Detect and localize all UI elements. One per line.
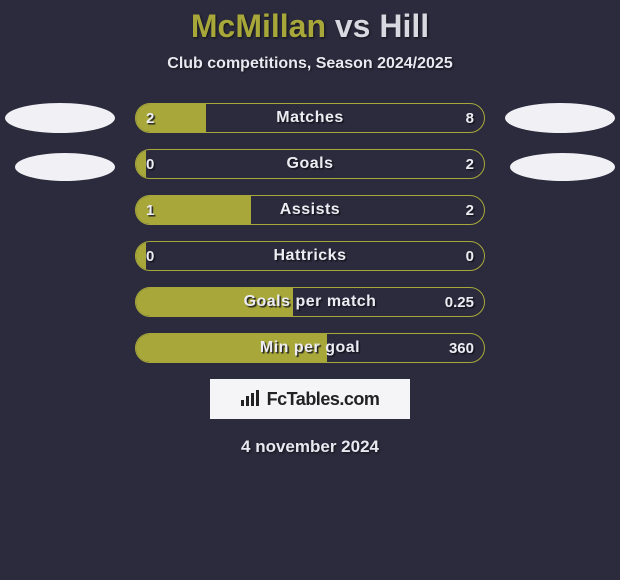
comparison-card: McMillan vs Hill Club competitions, Seas… xyxy=(0,0,620,457)
stats-area: 2 Matches 8 0 Goals 2 1 Assists 2 0 Hatt… xyxy=(0,103,620,457)
page-title: McMillan vs Hill xyxy=(0,8,620,45)
stat-label: Goals per match xyxy=(136,288,484,316)
stat-value-right: 360 xyxy=(449,334,474,362)
player-a-badge-2 xyxy=(15,153,115,181)
subtitle: Club competitions, Season 2024/2025 xyxy=(0,55,620,73)
stat-bar-min-per-goal: Min per goal 360 xyxy=(135,333,485,363)
stat-value-right: 2 xyxy=(466,196,474,224)
stat-bar-goals: 0 Goals 2 xyxy=(135,149,485,179)
player-b-badge-2 xyxy=(510,153,615,181)
title-player-b: Hill xyxy=(379,8,429,44)
stat-value-right: 2 xyxy=(466,150,474,178)
stat-value-right: 0 xyxy=(466,242,474,270)
chart-icon xyxy=(241,390,261,409)
title-vs: vs xyxy=(335,8,371,44)
stat-value-right: 0.25 xyxy=(445,288,474,316)
branding-badge[interactable]: FcTables.com xyxy=(210,379,410,419)
stat-bar-goals-per-match: Goals per match 0.25 xyxy=(135,287,485,317)
stat-bar-assists: 1 Assists 2 xyxy=(135,195,485,225)
player-a-badge-1 xyxy=(5,103,115,133)
title-player-a: McMillan xyxy=(191,8,326,44)
stat-label: Min per goal xyxy=(136,334,484,362)
stat-bar-hattricks: 0 Hattricks 0 xyxy=(135,241,485,271)
stat-label: Matches xyxy=(136,104,484,132)
stat-value-right: 8 xyxy=(466,104,474,132)
stat-label: Hattricks xyxy=(136,242,484,270)
player-b-badge-1 xyxy=(505,103,615,133)
bars-container: 2 Matches 8 0 Goals 2 1 Assists 2 0 Hatt… xyxy=(135,103,485,363)
stat-label: Assists xyxy=(136,196,484,224)
stat-bar-matches: 2 Matches 8 xyxy=(135,103,485,133)
branding-text: FcTables.com xyxy=(267,389,380,410)
stat-label: Goals xyxy=(136,150,484,178)
date-text: 4 november 2024 xyxy=(10,437,610,457)
